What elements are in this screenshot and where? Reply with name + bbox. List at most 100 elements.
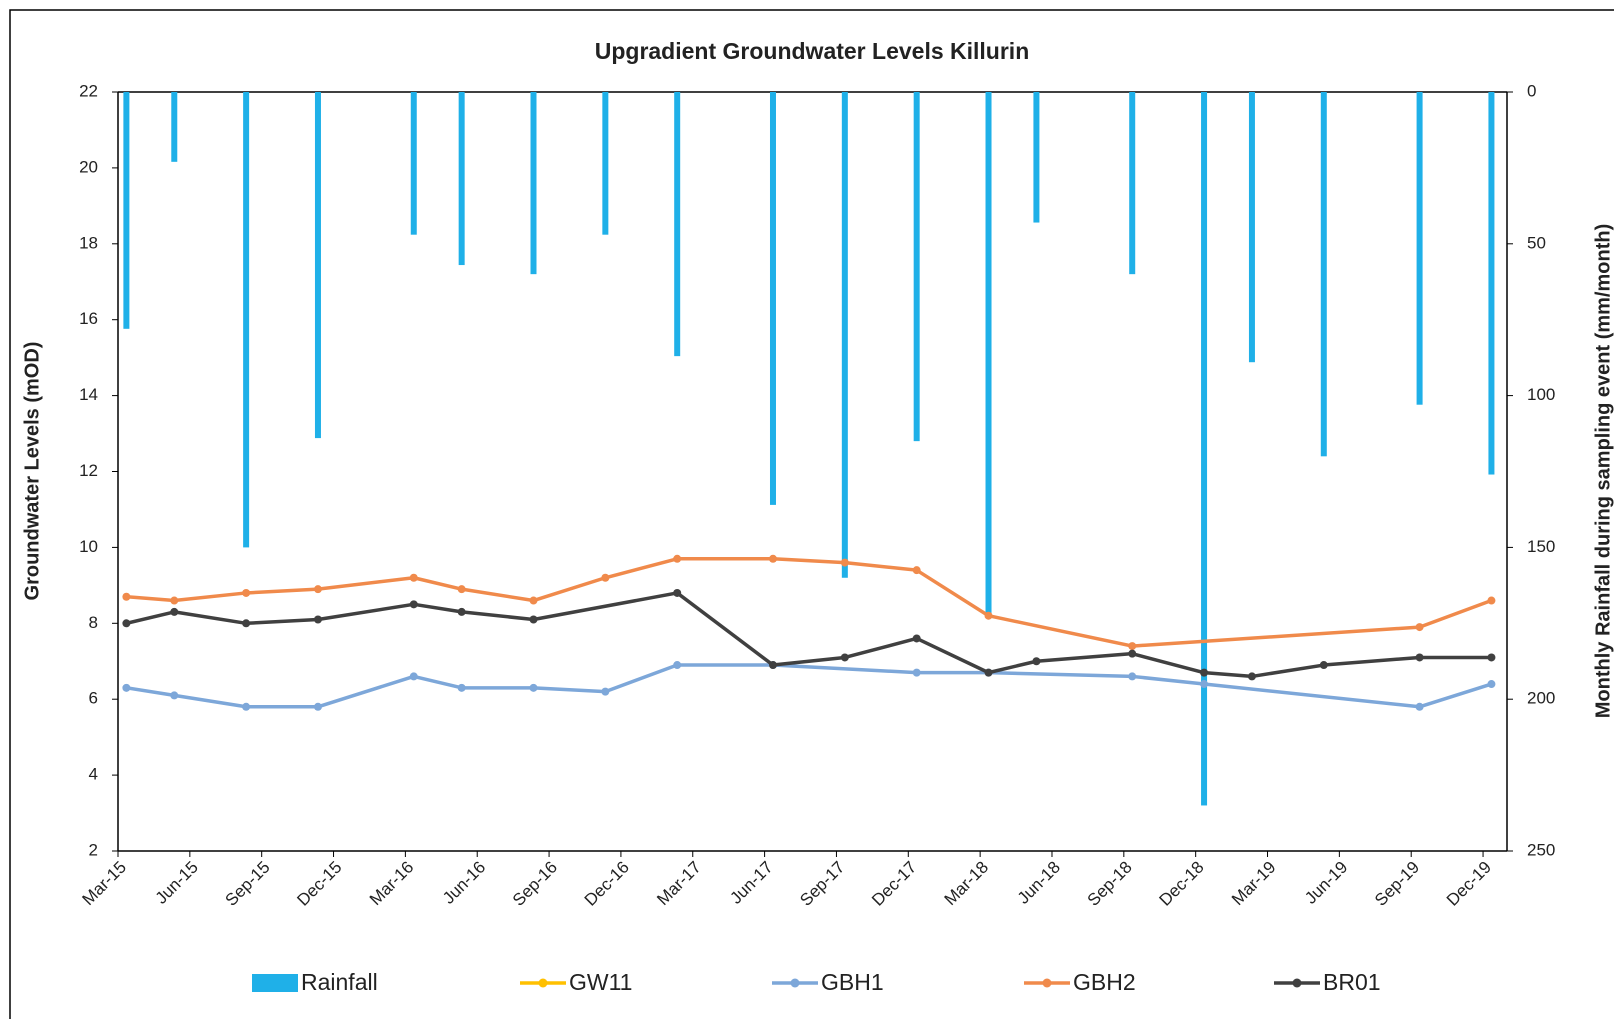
y-tick-label: 2 <box>89 840 98 859</box>
legend-marker <box>538 978 548 988</box>
rainfall-bar <box>913 92 920 442</box>
series-marker <box>122 683 131 692</box>
rainfall-bar <box>171 92 178 162</box>
series-marker <box>170 691 179 700</box>
y2-tick-label: 100 <box>1527 385 1555 404</box>
series-marker <box>1415 653 1424 662</box>
rainfall-bar <box>769 92 776 505</box>
rainfall-bar <box>674 92 681 357</box>
series-marker <box>1487 680 1496 689</box>
rainfall-bar <box>410 92 417 235</box>
series-marker <box>529 596 538 605</box>
series-marker <box>840 653 849 662</box>
rainfall-bar <box>123 92 130 329</box>
rainfall-bar <box>243 92 250 548</box>
x-tick-label: Dec-17 <box>868 858 920 910</box>
rainfall-bar <box>1201 92 1208 806</box>
x-tick-label: Dec-15 <box>293 858 345 910</box>
series-marker <box>1487 653 1496 662</box>
legend-marker <box>790 978 800 988</box>
x-tick-label: Mar-15 <box>78 858 130 910</box>
series-marker <box>529 683 538 692</box>
series-marker <box>912 668 921 677</box>
series-marker <box>768 661 777 670</box>
series-marker <box>912 566 921 575</box>
series-marker <box>673 554 682 563</box>
x-tick-label: Jun-19 <box>1301 858 1351 908</box>
legend-marker <box>1042 978 1052 988</box>
chart-border <box>9 9 1614 1019</box>
x-tick-label: Jun-16 <box>439 858 489 908</box>
series-marker <box>313 702 322 711</box>
x-tick-label: Jun-15 <box>152 858 202 908</box>
legend-label: Rainfall <box>301 969 378 995</box>
legend-label: GBH2 <box>1073 969 1136 995</box>
series-marker <box>1487 596 1496 605</box>
y-tick-label: 6 <box>89 689 98 708</box>
y-tick-label: 16 <box>79 309 98 328</box>
x-tick-label: Jun-18 <box>1014 858 1064 908</box>
x-tick-label: Jun-17 <box>726 858 776 908</box>
series-marker <box>984 611 993 620</box>
x-tick-label: Dec-18 <box>1155 858 1207 910</box>
rainfall-bar <box>1488 92 1495 475</box>
rainfall-bar <box>1320 92 1327 457</box>
legend-swatch <box>252 974 298 992</box>
x-tick-label: Sep-15 <box>221 858 273 910</box>
legend-label: BR01 <box>1323 969 1381 995</box>
series-marker <box>984 668 993 677</box>
series-marker <box>313 615 322 624</box>
series-marker <box>409 600 418 609</box>
x-tick-label: Dec-16 <box>581 858 633 910</box>
rainfall-bar <box>1416 92 1423 405</box>
series-marker <box>601 687 610 696</box>
series-marker <box>1415 623 1424 632</box>
series-marker <box>242 619 251 628</box>
series-marker <box>1128 672 1137 681</box>
series-marker <box>122 592 131 601</box>
y2-tick-label: 200 <box>1527 689 1555 708</box>
series-marker <box>1200 680 1209 689</box>
y-tick-label: 8 <box>89 613 98 632</box>
x-tick-label: Sep-19 <box>1371 858 1423 910</box>
x-tick-label: Dec-19 <box>1443 858 1495 910</box>
series-marker <box>409 672 418 681</box>
x-tick-label: Mar-19 <box>1228 858 1280 910</box>
x-tick-label: Sep-18 <box>1084 858 1136 910</box>
series-marker <box>529 615 538 624</box>
series-marker <box>673 661 682 670</box>
y-axis-title: Groundwater Levels (mOD) <box>21 342 43 601</box>
y2-tick-label: 250 <box>1527 840 1555 859</box>
series-marker <box>170 596 179 605</box>
series-marker <box>840 558 849 567</box>
series-marker <box>457 683 466 692</box>
y-tick-label: 22 <box>79 81 98 100</box>
y2-tick-label: 50 <box>1527 233 1546 252</box>
y-tick-label: 12 <box>79 461 98 480</box>
series-marker <box>457 607 466 616</box>
series-marker <box>170 607 179 616</box>
series-marker <box>242 588 251 597</box>
series-marker <box>601 573 610 582</box>
legend-marker <box>1292 978 1302 988</box>
y-tick-label: 20 <box>79 157 98 176</box>
y-tick-label: 18 <box>79 233 98 252</box>
series-marker <box>1128 642 1137 651</box>
series-marker <box>1128 649 1137 658</box>
y2-tick-label: 150 <box>1527 537 1555 556</box>
series-marker <box>1032 657 1041 666</box>
legend-label: GW11 <box>569 969 632 995</box>
series-marker <box>673 588 682 597</box>
series-line <box>126 557 1493 648</box>
legend-label: GBH1 <box>821 969 884 995</box>
y-tick-label: 14 <box>79 385 98 404</box>
x-tick-label: Mar-16 <box>366 858 418 910</box>
series-line <box>126 663 1492 709</box>
series-marker <box>1200 668 1209 677</box>
series-marker <box>768 554 777 563</box>
series-marker <box>1415 702 1424 711</box>
rainfall-bar <box>841 92 848 578</box>
rainfall-bar <box>1033 92 1040 223</box>
